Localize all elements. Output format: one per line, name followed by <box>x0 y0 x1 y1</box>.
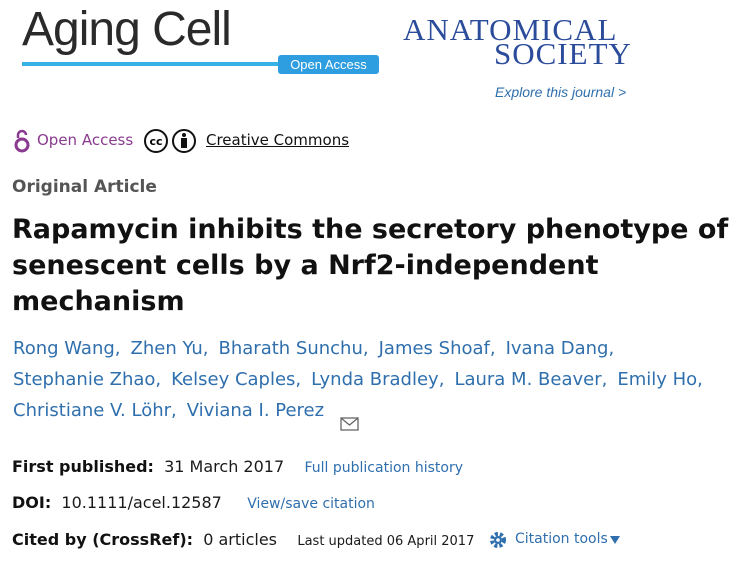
history-link[interactable]: Full publication history <box>304 460 463 476</box>
meta-label: DOI: <box>12 493 52 512</box>
citation-link[interactable]: View/save citation <box>247 496 375 512</box>
author-list: Rong Wang, Zhen Yu, Bharath Sunchu, James S… <box>10 338 732 421</box>
society-logo[interactable]: ANATOMICAL <box>403 12 618 47</box>
journal-logo[interactable]: Aging Cell <box>22 3 232 56</box>
open-access-badge: Open Access <box>278 55 379 74</box>
author-name[interactable]: Lynda Bradley, <box>311 369 445 390</box>
open-access-label: Open Access <box>37 131 134 149</box>
doi-row: DOI: 10.1111/acel.12587 View/save citati… <box>12 493 375 512</box>
cc-icons: cc <box>144 129 196 153</box>
meta-label: Cited by (CrossRef): <box>12 530 194 549</box>
author-name[interactable]: James Shoaf, <box>378 338 496 359</box>
meta-label: First published: <box>12 457 154 476</box>
article-title: Rapamycin inhibits the secretory phenoty… <box>12 214 729 317</box>
author-name[interactable]: Emily Ho, <box>617 369 703 390</box>
cited-row: Cited by (CrossRef): 0 articles Last upd… <box>12 530 474 549</box>
society-logo[interactable]: SOCIETY <box>494 36 632 71</box>
meta-value: 0 articles <box>203 530 277 549</box>
open-access-icon <box>14 129 30 153</box>
author-name[interactable]: Laura M. Beaver, <box>454 369 608 390</box>
author-name[interactable]: Viviana I. Perez <box>186 400 325 421</box>
license-link[interactable]: Creative Commons <box>206 131 350 149</box>
svg-text:cc: cc <box>149 135 162 148</box>
meta-value: 31 March 2017 <box>164 457 285 476</box>
explore-link[interactable]: Explore this journal > <box>495 84 627 100</box>
email-icon[interactable] <box>340 417 360 431</box>
author-name[interactable]: Kelsey Caples, <box>171 369 302 390</box>
logo-underline <box>22 62 278 66</box>
first-published-row: First published: 31 March 2017 Full publ… <box>12 457 463 476</box>
author-name[interactable]: Ivana Dang, <box>505 338 615 359</box>
doi-value[interactable]: 10.1111/acel.12587 <box>61 493 222 512</box>
author-name[interactable]: Stephanie Zhao, <box>13 369 162 390</box>
author-name[interactable]: Zhen Yu, <box>130 338 209 359</box>
gear-icon <box>490 532 506 548</box>
citation-tools[interactable]: Citation tools <box>515 531 608 547</box>
author-name[interactable]: Christiane V. Löhr, <box>13 400 177 421</box>
article-type: Original Article <box>12 177 157 197</box>
dropdown-arrow[interactable] <box>609 535 621 545</box>
last-updated: Last updated 06 April 2017 <box>297 534 475 549</box>
author-name[interactable]: Rong Wang, <box>13 338 121 359</box>
author-name[interactable]: Bharath Sunchu, <box>218 338 369 359</box>
